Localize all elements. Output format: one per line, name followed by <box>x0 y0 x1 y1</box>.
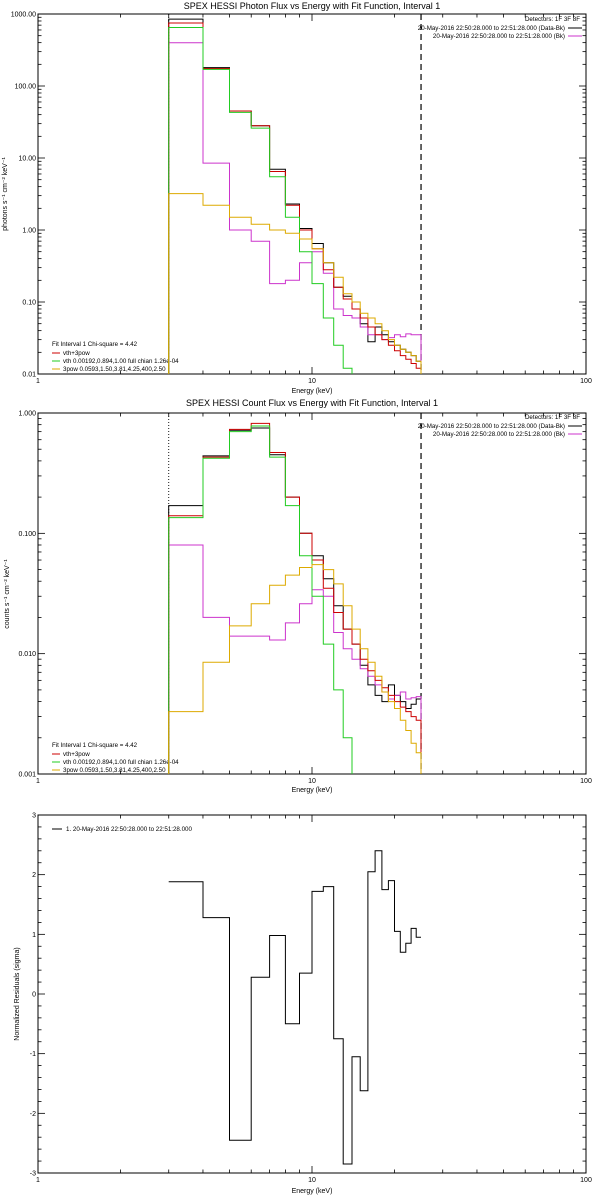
count-legend-3pow: 3pow 0.0593,1.50,3.81,4.25,400,2.50 <box>63 767 166 774</box>
photon-detectors-label: Detectors: 1F 3F 8F <box>525 16 580 23</box>
resid-y-tick-label: -3 <box>30 1171 36 1178</box>
resid-series-0 <box>168 850 421 1165</box>
photon-y-tick-label: 0.01 <box>22 372 36 379</box>
count-y-tick-label: 0.100 <box>18 531 36 538</box>
count-series-4 <box>168 564 422 774</box>
count-x-tick-label: 100 <box>580 778 592 785</box>
count-fit-info: Fit Interval 1 Chi-square = 4.42 <box>52 742 138 749</box>
count-legend-data-bk: 20-May-2016 22:50:28.000 to 22:51:28.000… <box>418 423 565 430</box>
panel-count-flux: SPEX HESSI Count Flux vs Energy with Fit… <box>4 398 582 794</box>
photon-panel-title: SPEX HESSI Photon Flux vs Energy with Fi… <box>184 1 441 11</box>
count-y-tick-label: 1.000 <box>18 411 36 418</box>
residual-x-axis-label: Energy (keV) <box>292 1188 333 1195</box>
photon-x-tick-label: 10 <box>308 378 316 385</box>
photon-legend-data-bk: 20-May-2016 22:50:28.000 to 22:51:28.000… <box>418 25 565 32</box>
photon-y-tick-label: 1000.00 <box>11 12 36 19</box>
count-x-tick-label: 10 <box>308 778 316 785</box>
count-plot-area: 1 10 100 0.001 0.010 0.100 1.000 <box>18 411 592 786</box>
count-series-1 <box>168 544 422 774</box>
count-x-axis-label: Energy (keV) <box>292 787 333 794</box>
photon-series-3 <box>168 27 353 374</box>
photon-y-tick-label: 10.00 <box>18 156 36 163</box>
count-x-tick-label: 1 <box>36 778 40 785</box>
count-legend-vth: vth 0.00192,0.894,1.00 full chian 1.26e-… <box>63 759 179 766</box>
photon-y-axis-label: photons s⁻¹ cm⁻² keV⁻¹ <box>2 156 9 230</box>
photon-y-tick-label: 100.00 <box>15 84 37 91</box>
residual-y-axis-label: Normalized Residuals (sigma) <box>14 947 21 1040</box>
count-legend-bk: 20-May-2016 22:50:28.000 to 22:51:28.000… <box>433 431 565 438</box>
photon-series-group <box>168 18 422 374</box>
photon-series-2 <box>168 22 422 374</box>
residual-legend-label: 1. 20-May-2016 22:50:28.000 to 22:51:28.… <box>66 826 192 833</box>
resid-plot-area: 1 10 100 -3 -2 -1 0 1 2 3 <box>30 813 592 1185</box>
resid-y-tick-label: 2 <box>32 872 36 879</box>
count-legend-sum: vth+3pow <box>63 751 90 758</box>
photon-series-1 <box>168 42 422 374</box>
photon-y-tick-label: 1.00 <box>22 228 36 235</box>
count-panel-title: SPEX HESSI Count Flux vs Energy with Fit… <box>186 398 438 408</box>
resid-y-tick-label: -1 <box>30 1051 36 1058</box>
resid-y-tick-label: -2 <box>30 1111 36 1118</box>
resid-x-tick-label: 1 <box>36 1177 40 1184</box>
photon-legend-sum: vth+3pow <box>63 350 90 357</box>
resid-y-tick-label: 0 <box>32 992 36 999</box>
photon-legend-3pow: 3pow 0.0593,1.50,3.81,4.25,400,2.50 <box>63 366 166 373</box>
panel-residuals: 1. 20-May-2016 22:50:28.000 to 22:51:28.… <box>14 826 332 1195</box>
resid-x-tick-label: 100 <box>580 1177 592 1184</box>
photon-fit-info: Fit Interval 1 Chi-square = 4.42 <box>52 341 138 348</box>
resid-y-tick-label: 3 <box>32 813 36 820</box>
photon-y-tick-label: 0.10 <box>22 300 36 307</box>
resid-x-tick-label: 10 <box>308 1177 316 1184</box>
count-y-tick-label: 0.010 <box>18 651 36 658</box>
photon-legend-vth: vth 0.00192,0.894,1.00 full chian 1.26e-… <box>63 358 179 365</box>
count-series-2 <box>168 422 422 774</box>
photon-plot-area: 1 10 100 0.01 0.10 1.00 10.00 100.00 1000.00 <box>11 12 592 386</box>
count-y-axis-label: counts s⁻¹ cm⁻² keV⁻¹ <box>4 559 11 629</box>
count-series-3 <box>168 425 353 774</box>
photon-x-tick-label: 1 <box>36 378 40 385</box>
panel-photon-flux: SPEX HESSI Photon Flux vs Energy with Fi… <box>2 1 582 395</box>
photon-x-tick-label: 100 <box>580 378 592 385</box>
resid-series-group <box>168 850 421 1165</box>
photon-x-axis-label: Energy (keV) <box>292 388 333 395</box>
photon-series-4 <box>168 193 422 374</box>
photon-legend-bk: 20-May-2016 22:50:28.000 to 22:51:28.000… <box>433 33 565 40</box>
count-detectors-label: Detectors: 1F 3F 8F <box>525 414 580 421</box>
count-y-tick-label: 0.001 <box>18 772 36 779</box>
count-series-group <box>168 422 422 774</box>
resid-y-tick-label: 1 <box>32 932 36 939</box>
